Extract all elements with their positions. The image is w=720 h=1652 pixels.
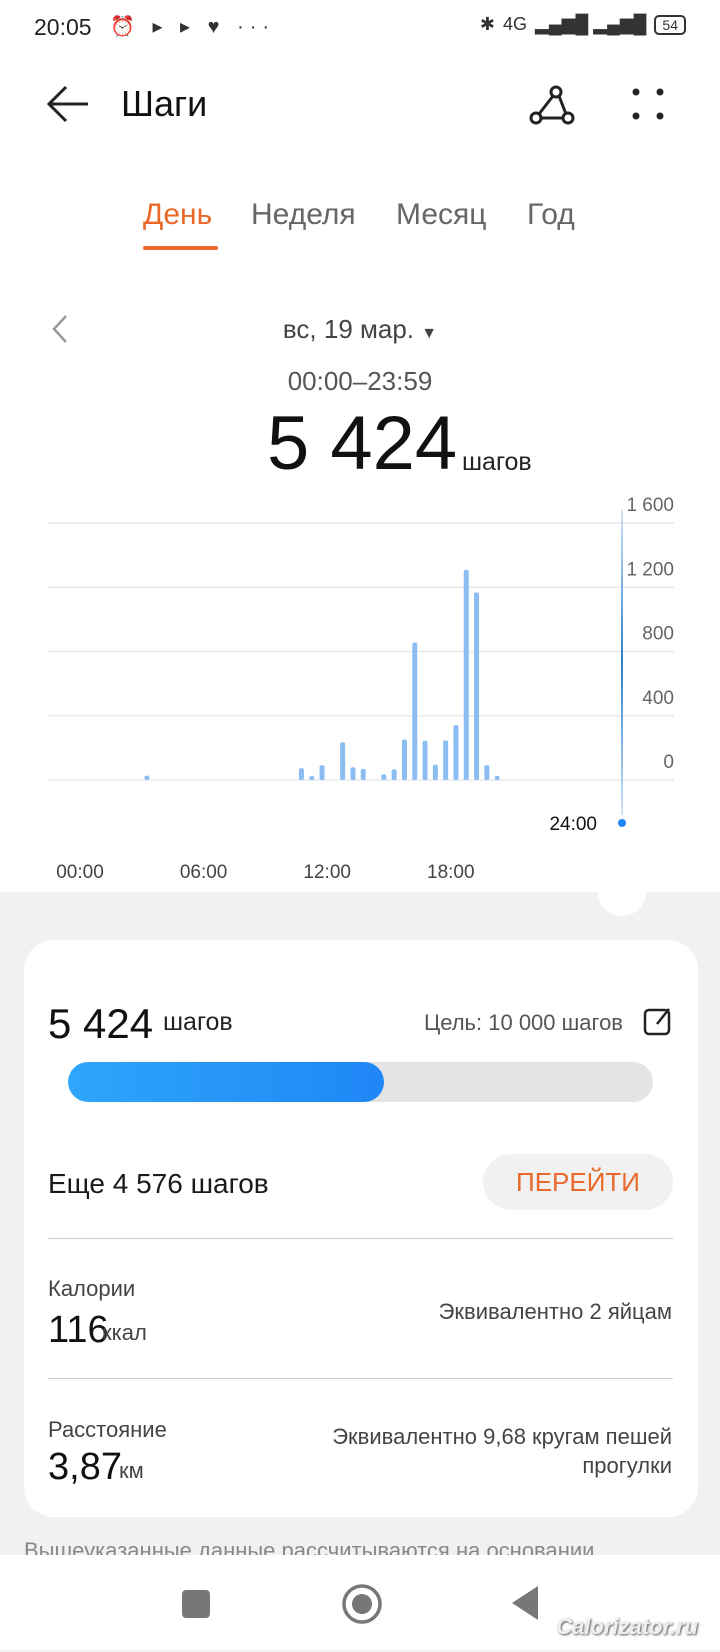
steps-chart[interactable]: 1 600 1 200 800 400 0 00:00 06:00 12:00 18:00 24:… <box>0 490 720 890</box>
bluetooth-icon: ✱ <box>479 14 496 34</box>
bar-03:00[interactable] <box>144 775 150 780</box>
date-selector[interactable]: вс, 19 мар. ▼ <box>0 314 720 345</box>
bar-17:30[interactable] <box>443 740 449 780</box>
edit-goal-icon[interactable] <box>643 1006 673 1036</box>
time-range: 00:00–23:59 <box>287 366 433 396</box>
divider <box>48 1378 673 1379</box>
chart-scrubber-handle[interactable] <box>598 868 646 916</box>
watermark: Calorizator.ru <box>556 1614 698 1639</box>
goal-progress-fill <box>68 1062 384 1102</box>
divider <box>48 1238 673 1239</box>
tab-week[interactable]: Неделя <box>251 198 356 231</box>
bar-13:30[interactable] <box>360 768 366 780</box>
go-button[interactable]: ПЕРЕЙТИ <box>483 1154 673 1210</box>
goal-label: Цель: 10 000 шагов <box>423 1010 623 1035</box>
tab-day[interactable]: День <box>143 198 213 231</box>
bar-11:00[interactable] <box>309 775 315 780</box>
active-tab-indicator <box>143 246 218 250</box>
bar-18:00[interactable] <box>453 725 459 780</box>
bar-16:30[interactable] <box>422 740 428 780</box>
distance-equivalent: Эквивалентно 9,68 кругам пешей прогулки <box>332 1422 672 1480</box>
calories-value: 116 <box>48 1309 109 1351</box>
steps-card <box>24 940 698 1517</box>
y-tick-label: 0 <box>663 752 674 773</box>
calories-unit: ккал <box>102 1320 147 1345</box>
bar-19:30[interactable] <box>484 765 490 780</box>
bar-17:00[interactable] <box>432 764 438 780</box>
page-title: Шаги <box>121 83 208 124</box>
bar-12:30[interactable] <box>340 742 346 780</box>
distance-value: 3,87 <box>48 1446 122 1488</box>
x-tick-label: 18:00 <box>427 862 475 883</box>
y-tick-label: 400 <box>642 688 674 709</box>
x-tick-label: 12:00 <box>303 862 351 883</box>
status-time: 20:05 <box>34 14 92 40</box>
cursor-time-label: 24:00 <box>549 814 597 835</box>
total-steps: 5 424 <box>267 401 458 486</box>
card-steps-unit: шагов <box>163 1008 233 1036</box>
back-arrow-icon[interactable] <box>46 84 90 124</box>
recents-icon[interactable] <box>181 1589 211 1619</box>
home-icon[interactable] <box>341 1583 383 1625</box>
tab-month[interactable]: Месяц <box>396 198 487 231</box>
distance-equivalent-line2: прогулки <box>582 1453 672 1478</box>
bar-10:30[interactable] <box>298 768 304 780</box>
bar-20:00[interactable] <box>494 775 500 780</box>
y-tick-label: 1 600 <box>626 495 674 516</box>
calories-label: Калории <box>48 1276 136 1301</box>
status-bar: 20:05 ⏰ ▸ ▸ ♥ ··· ✱ 4G ▂▄▆█ ▂▄▆█ 54 <box>0 0 720 56</box>
chart-cursor-dot[interactable] <box>618 819 626 827</box>
chevron-left-icon[interactable] <box>50 314 70 344</box>
distance-label: Расстояние <box>48 1417 167 1442</box>
bar-16:00[interactable] <box>412 642 418 780</box>
back-icon[interactable] <box>510 1585 540 1621</box>
bar-18:30[interactable] <box>463 569 469 780</box>
network-label: 4G <box>503 14 528 34</box>
distance-equivalent-line1: Эквивалентно 9,68 кругам пешей <box>332 1424 672 1449</box>
caret-down-icon: ▼ <box>421 325 438 342</box>
total-steps-unit: шагов <box>462 448 532 476</box>
remaining-steps: Еще 4 576 шагов <box>48 1168 269 1199</box>
bar-19:00[interactable] <box>474 592 480 780</box>
x-tick-label: 00:00 <box>56 862 104 883</box>
bar-15:00[interactable] <box>391 769 397 780</box>
calories-equivalent: Эквивалентно 2 яйцам <box>438 1299 672 1324</box>
system-icons: ✱ 4G ▂▄▆█ ▂▄▆█ 54 <box>480 14 686 35</box>
bar-13:00[interactable] <box>350 767 356 780</box>
notification-icons: ⏰ ▸ ▸ ♥ ··· <box>110 16 276 38</box>
bar-11:30[interactable] <box>319 765 325 780</box>
distance-unit: км <box>119 1458 144 1483</box>
tab-year[interactable]: Год <box>527 198 575 231</box>
signal-icon: ▂▄▆█ ▂▄▆█ <box>535 14 647 34</box>
share-route-icon[interactable] <box>528 84 576 126</box>
y-tick-label: 800 <box>642 624 674 645</box>
bar-15:30[interactable] <box>401 739 407 780</box>
y-tick-label: 1 200 <box>626 559 674 580</box>
more-options-icon[interactable] <box>630 86 666 122</box>
battery-icon: 54 <box>654 14 686 35</box>
goal-progress-bar <box>68 1062 653 1102</box>
x-tick-label: 06:00 <box>180 862 228 883</box>
bar-14:30[interactable] <box>381 774 387 780</box>
chart-cursor-line[interactable] <box>621 510 623 815</box>
date-label: вс, 19 мар. <box>282 314 415 344</box>
navigation-bar <box>0 1555 720 1650</box>
card-steps: 5 424 <box>48 1000 154 1047</box>
